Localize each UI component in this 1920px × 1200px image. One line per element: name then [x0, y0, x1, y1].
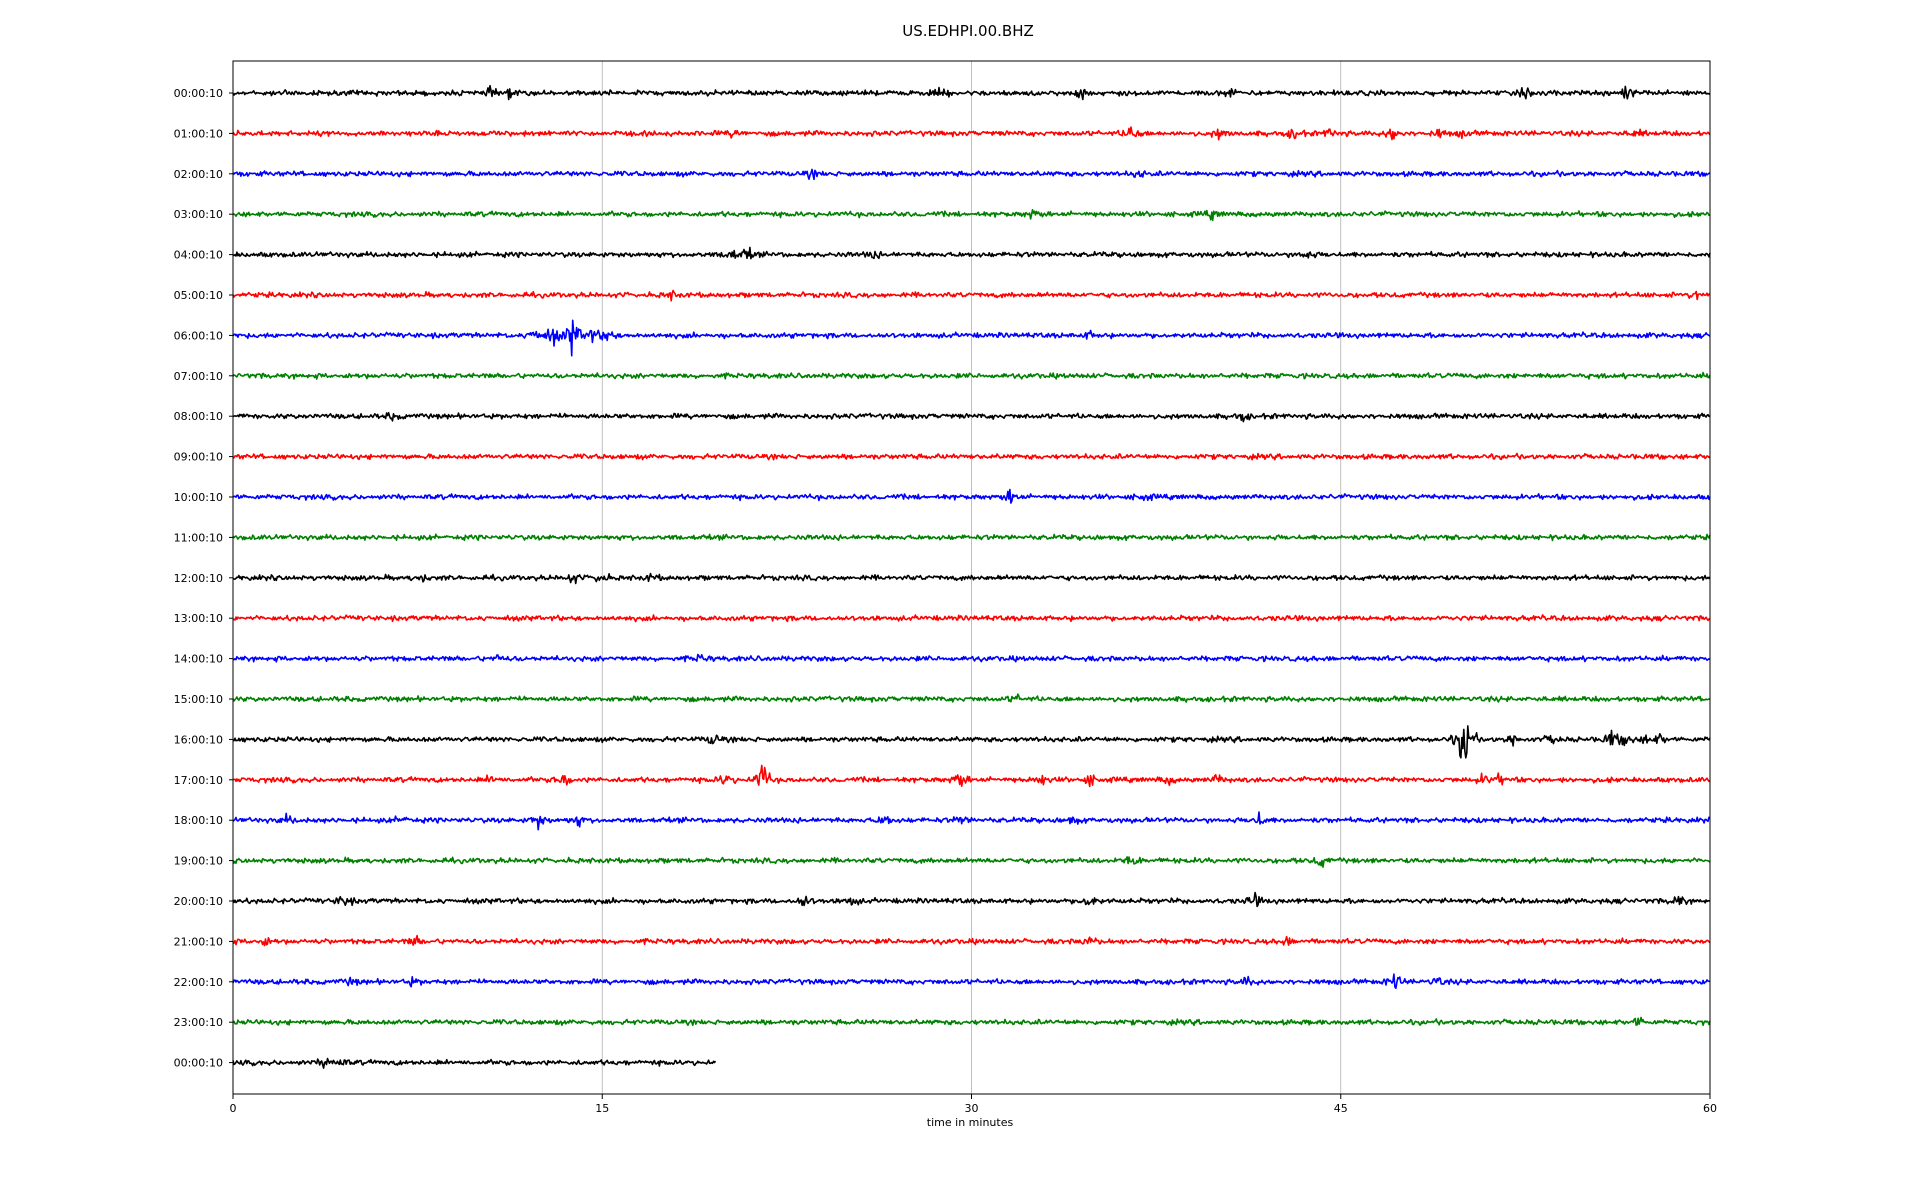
trace-11 — [232, 533, 1711, 542]
y-tick-label: 07:00:10 — [174, 370, 223, 383]
y-tick-label: 19:00:10 — [174, 855, 223, 868]
x-tick-label: 45 — [1334, 1102, 1348, 1115]
x-tick-label: 0 — [230, 1102, 237, 1115]
chart-title: US.EDHPI.00.BHZ — [902, 22, 1034, 40]
x-axis-label: time in minutes — [927, 1116, 1014, 1129]
traces-group — [232, 84, 1711, 1069]
y-tick-label: 23:00:10 — [174, 1016, 223, 1029]
trace-21 — [232, 934, 1711, 947]
y-tick-label: 21:00:10 — [174, 935, 223, 948]
trace-8 — [232, 411, 1711, 423]
trace-4 — [232, 246, 1711, 260]
y-tick-label: 00:00:10 — [174, 1057, 223, 1070]
x-tick-label: 15 — [595, 1102, 609, 1115]
y-tick-label: 15:00:10 — [174, 693, 223, 706]
trace-10 — [232, 488, 1711, 504]
y-tick-label: 12:00:10 — [174, 572, 223, 585]
trace-9 — [232, 452, 1711, 461]
trace-19 — [232, 856, 1711, 868]
trace-18 — [232, 811, 1711, 831]
y-tick-label: 01:00:10 — [174, 127, 223, 140]
trace-1 — [232, 126, 1711, 141]
y-tick-label: 05:00:10 — [174, 289, 223, 302]
y-tick-label: 08:00:10 — [174, 410, 223, 423]
trace-24 — [232, 1057, 717, 1069]
trace-3 — [232, 209, 1711, 222]
x-axis-ticks: 0 15 30 45 60 — [230, 1094, 1717, 1115]
y-tick-label: 11:00:10 — [174, 531, 223, 544]
trace-14 — [232, 653, 1711, 663]
y-tick-label: 10:00:10 — [174, 491, 223, 504]
trace-12 — [232, 572, 1711, 585]
x-tick-label: 60 — [1703, 1102, 1717, 1115]
y-tick-label: 22:00:10 — [174, 976, 223, 989]
trace-23 — [232, 1016, 1711, 1027]
y-tick-label: 03:00:10 — [174, 208, 223, 221]
trace-5 — [232, 289, 1711, 302]
y-tick-label: 09:00:10 — [174, 451, 223, 464]
y-tick-label: 00:00:10 — [174, 87, 223, 100]
y-tick-labels: 00:00:10 01:00:10 02:00:10 03:00:10 04:00:10… — [174, 87, 233, 1070]
y-tick-label: 02:00:10 — [174, 168, 223, 181]
x-tick-label: 30 — [965, 1102, 979, 1115]
trace-0 — [232, 84, 1711, 101]
trace-7 — [232, 371, 1711, 380]
y-tick-label: 18:00:10 — [174, 814, 223, 827]
y-tick-label: 04:00:10 — [174, 249, 223, 262]
trace-15 — [232, 693, 1711, 703]
trace-13 — [232, 614, 1711, 623]
trace-16 — [232, 725, 1711, 759]
trace-6 — [232, 319, 1711, 357]
y-tick-label: 17:00:10 — [174, 774, 223, 787]
y-tick-label: 14:00:10 — [174, 653, 223, 666]
y-tick-label: 06:00:10 — [174, 329, 223, 342]
y-tick-label: 20:00:10 — [174, 895, 223, 908]
trace-20 — [232, 891, 1711, 908]
y-tick-label: 13:00:10 — [174, 612, 223, 625]
trace-22 — [232, 973, 1711, 989]
trace-17 — [232, 764, 1711, 788]
y-tick-label: 16:00:10 — [174, 733, 223, 746]
trace-2 — [232, 168, 1711, 181]
